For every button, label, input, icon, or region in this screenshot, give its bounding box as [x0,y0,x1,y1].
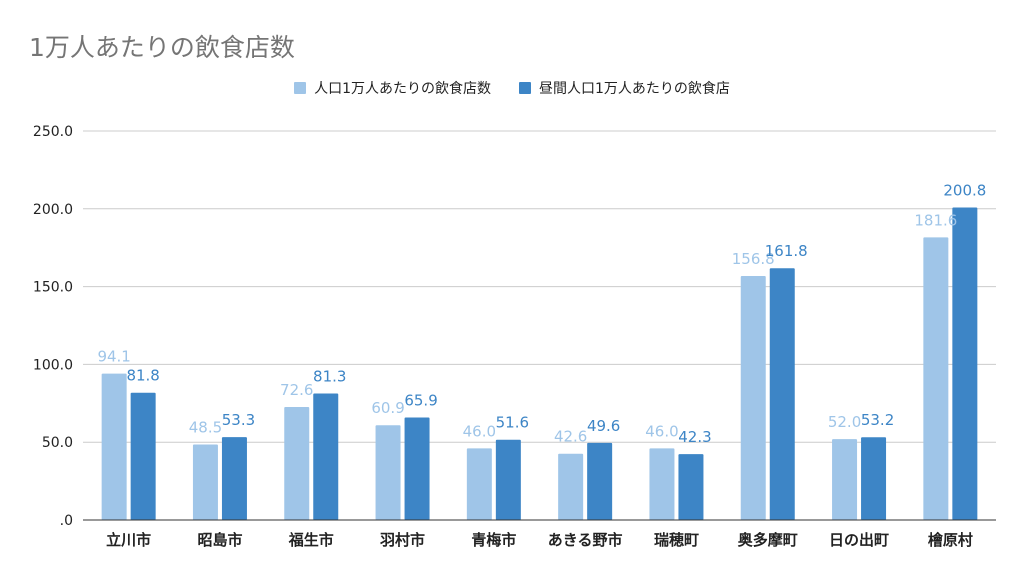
legend-label-series-2: 昼間人口1万人あたりの飲食店 [539,81,730,97]
data-label: 156.8 [732,250,775,268]
data-label: 46.0 [463,422,496,440]
data-label: 60.9 [371,399,404,417]
bar [404,417,430,520]
bar [861,437,887,520]
y-tick-label: 50.0 [42,435,73,451]
bar [375,425,401,520]
bar [832,439,858,520]
data-label: 51.6 [496,414,529,432]
y-tick-label: 250.0 [33,124,73,140]
category-label: あきる野市 [548,531,623,549]
bar [466,448,492,520]
data-label: 72.6 [280,381,313,399]
bar [192,444,218,520]
bar [284,407,310,520]
data-label: 81.3 [313,367,346,385]
grid-lines [83,130,996,443]
category-label: 羽村市 [380,531,425,549]
bar [952,207,978,520]
bar [558,453,584,520]
data-label: 65.9 [404,391,437,409]
category-label: 立川市 [106,531,151,549]
category-label: 昭島市 [197,531,242,549]
data-label: 200.8 [943,182,986,200]
bar [769,268,795,520]
legend-label-series-1: 人口1万人あたりの飲食店数 [314,81,491,97]
bar [587,442,613,520]
bar [649,448,675,520]
data-label: 52.0 [828,413,861,431]
data-label: 53.3 [222,411,255,429]
x-axis-category-labels: 立川市 昭島市 福生市 羽村市 青梅市 あきる野市 瑞穂町 奥多摩町 日の出町 檜原村 [106,531,973,549]
legend-item-series-1[interactable]: 人口1万人あたりの飲食店数 [294,78,491,98]
y-tick-label: 150.0 [33,280,73,296]
data-label: 48.5 [189,419,222,437]
bar [495,439,521,520]
legend-swatch-series-2 [519,82,531,94]
data-label: 53.2 [861,411,894,429]
category-label: 日の出町 [829,531,889,549]
bars [101,207,978,520]
data-label: 94.1 [97,348,130,366]
category-label: 檜原村 [928,531,973,549]
data-label: 42.6 [554,428,587,446]
bar [130,392,156,520]
data-label: 81.8 [126,367,159,385]
y-tick-label: .0 [60,513,73,529]
category-label: 青梅市 [471,531,516,549]
y-tick-label: 200.0 [33,202,73,218]
y-axis-tick-labels: .0 50.0 100.0 150.0 200.0 250.0 [33,124,73,529]
bar [923,237,949,520]
bar [313,393,339,520]
y-tick-label: 100.0 [33,357,73,373]
legend-swatch-series-1 [294,82,307,94]
legend-item-series-2[interactable]: 昼間人口1万人あたりの飲食店 [519,78,730,98]
bar [740,276,766,520]
data-labels: 94.181.848.5 53.372.681.360.9 65.946.0 51.6… [97,182,986,447]
legend: 人口1万人あたりの飲食店数 昼間人口1万人あたりの飲食店 [0,78,1024,98]
bar [221,437,247,520]
bar [678,454,704,520]
category-label: 瑞穂町 [654,531,699,549]
category-label: 奥多摩町 [738,531,798,549]
data-label: 46.0 [645,422,678,440]
category-label: 福生市 [288,531,334,549]
chart-title: 1万人あたりの飲食店数 [29,33,295,62]
data-label: 42.3 [678,428,711,446]
bar [101,373,127,520]
data-label: 161.8 [765,242,808,260]
data-label: 49.6 [587,417,620,435]
data-label: 181.6 [914,211,957,229]
